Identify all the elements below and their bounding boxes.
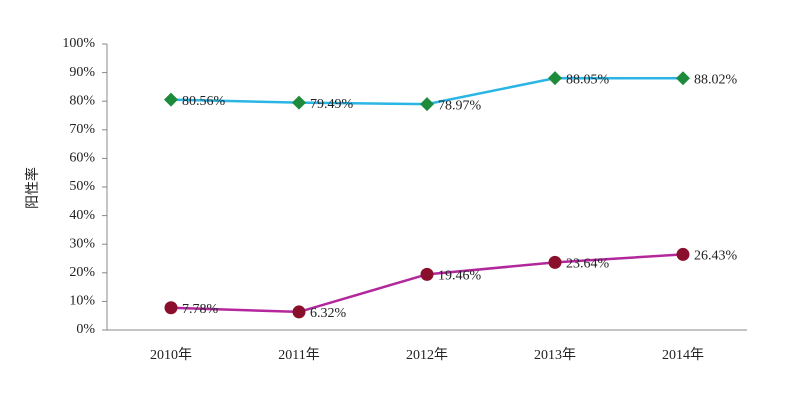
data-label: 26.43% bbox=[694, 249, 738, 264]
x-tick-label: 2014年 bbox=[662, 347, 704, 363]
marker bbox=[420, 97, 434, 112]
marker bbox=[676, 247, 690, 261]
data-label: 79.49% bbox=[310, 97, 354, 112]
data-label: 88.05% bbox=[566, 72, 610, 87]
data-label: 19.46% bbox=[438, 269, 482, 284]
data-label: 7.78% bbox=[182, 302, 219, 317]
data-label: 6.32% bbox=[310, 306, 347, 321]
y-tick-label: 100% bbox=[62, 36, 95, 51]
marker bbox=[164, 301, 178, 315]
y-tick-label: 10% bbox=[69, 294, 95, 309]
marker bbox=[292, 95, 306, 110]
marker bbox=[548, 255, 562, 269]
data-label: 88.02% bbox=[694, 72, 738, 87]
x-tick-label: 2012年 bbox=[406, 347, 448, 363]
marker bbox=[676, 71, 690, 86]
marker bbox=[292, 305, 306, 319]
y-tick-label: 40% bbox=[69, 208, 95, 223]
x-tick-label: 2011年 bbox=[278, 347, 319, 363]
x-tick-label: 2010年 bbox=[150, 347, 192, 363]
y-tick-label: 50% bbox=[69, 179, 95, 194]
y-tick-label: 30% bbox=[69, 236, 95, 251]
marker bbox=[164, 92, 178, 107]
y-tick-label: 80% bbox=[69, 93, 95, 108]
y-tick-label: 70% bbox=[69, 122, 95, 137]
y-tick-label: 0% bbox=[76, 322, 95, 337]
data-label: 78.97% bbox=[438, 98, 482, 113]
data-label: 23.64% bbox=[566, 257, 610, 272]
y-tick-label: 20% bbox=[69, 265, 95, 280]
marker bbox=[548, 71, 562, 86]
y-tick-label: 60% bbox=[69, 151, 95, 166]
y-tick-label: 90% bbox=[69, 65, 95, 80]
y-axis-title: 阳性率 bbox=[24, 167, 41, 209]
data-label: 80.56% bbox=[182, 94, 226, 109]
marker bbox=[420, 267, 434, 281]
x-tick-label: 2013年 bbox=[534, 347, 576, 363]
